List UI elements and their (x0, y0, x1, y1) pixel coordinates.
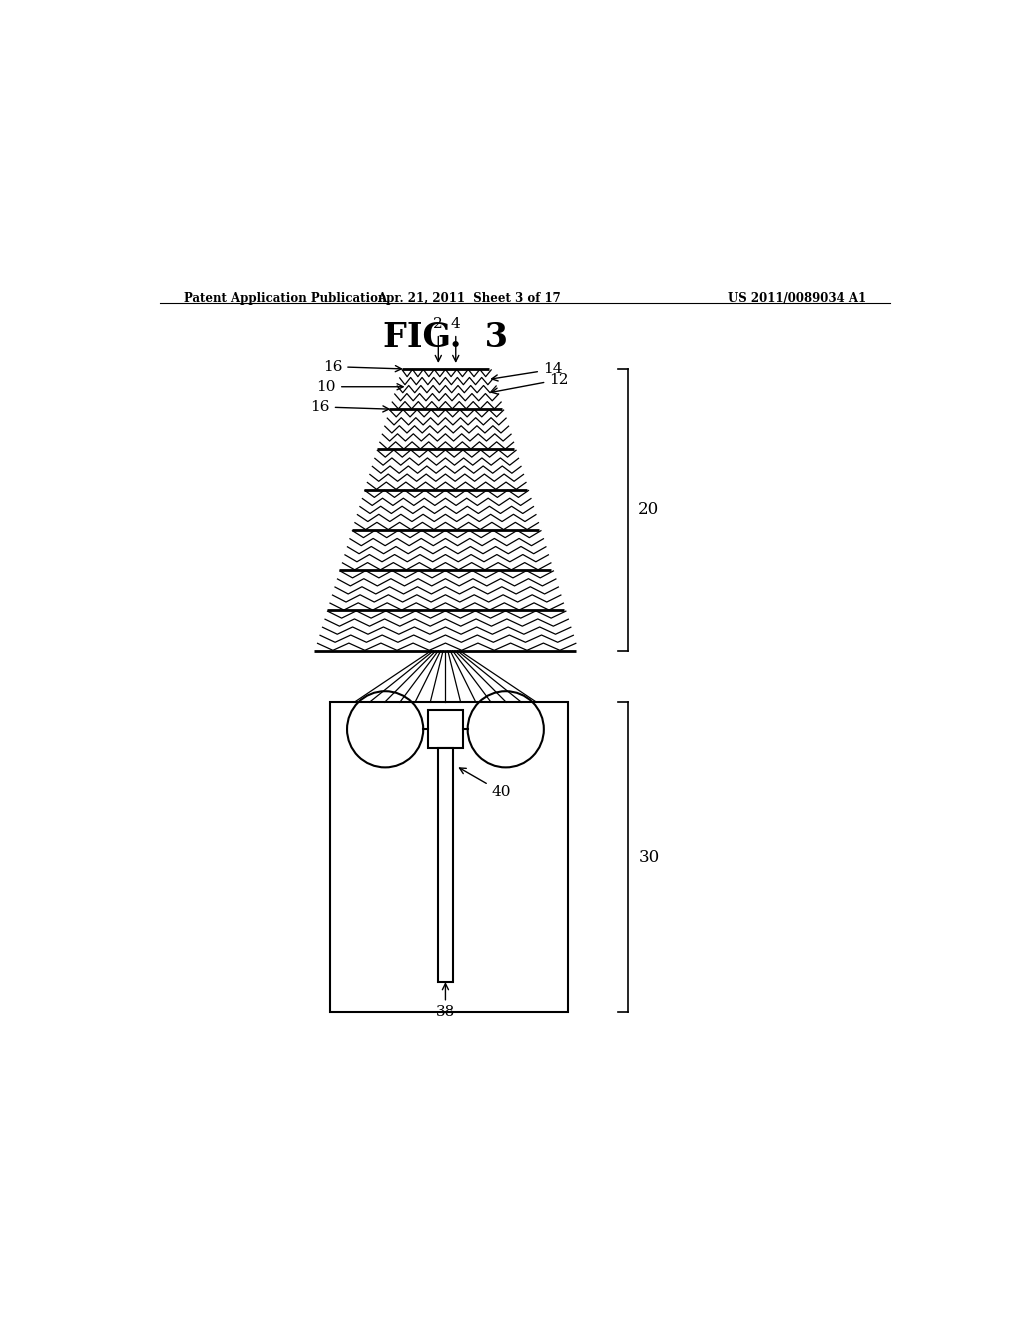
Text: Patent Application Publication: Patent Application Publication (183, 292, 386, 305)
Text: 16: 16 (323, 359, 401, 374)
Text: 16: 16 (310, 400, 389, 414)
Text: 30: 30 (638, 849, 659, 866)
Text: 38: 38 (436, 983, 455, 1019)
Text: 20: 20 (638, 502, 659, 519)
Text: Apr. 21, 2011  Sheet 3 of 17: Apr. 21, 2011 Sheet 3 of 17 (378, 292, 561, 305)
Text: US 2011/0089034 A1: US 2011/0089034 A1 (728, 292, 866, 305)
Text: FIG.  3: FIG. 3 (383, 321, 508, 354)
Text: 12: 12 (492, 372, 568, 395)
Text: 14: 14 (492, 362, 562, 381)
Text: 40: 40 (460, 768, 511, 799)
Text: 10: 10 (316, 380, 403, 393)
Bar (437, 748, 454, 982)
Bar (331, 702, 568, 1012)
Bar (428, 710, 463, 748)
Text: 4: 4 (451, 317, 461, 362)
Text: 2: 2 (433, 317, 443, 362)
